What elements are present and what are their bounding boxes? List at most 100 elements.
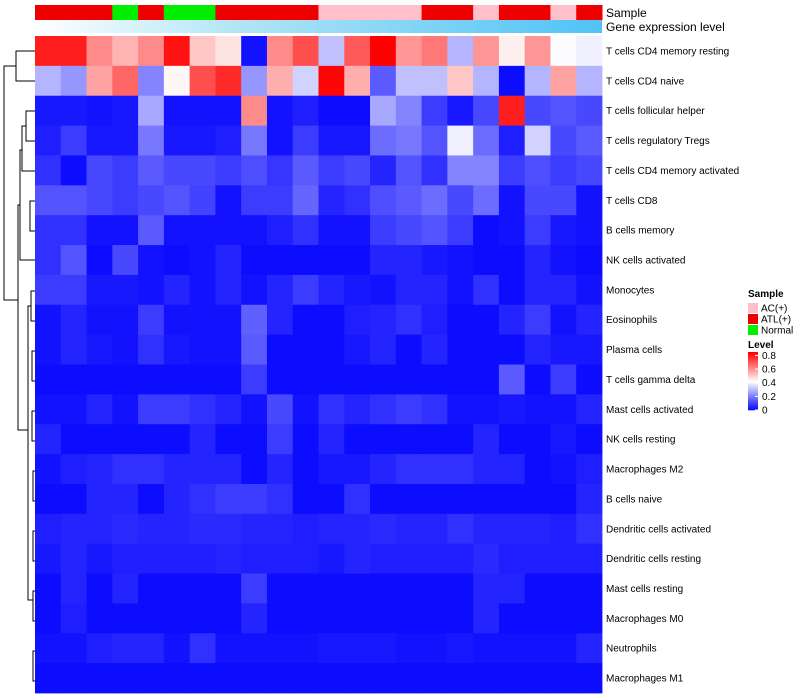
- heatmap-cell: [60, 603, 87, 634]
- heatmap-cell: [395, 125, 422, 156]
- heatmap-cell: [473, 543, 500, 574]
- heatmap-cell: [473, 483, 500, 515]
- sample-annotation-cell: [524, 5, 551, 20]
- sample-annotation-cell: [163, 5, 191, 20]
- heatmap-cell: [86, 125, 113, 156]
- heatmap-cell: [395, 513, 422, 545]
- row-label: Mast cells resting: [606, 584, 683, 595]
- level-colorbar-step: [748, 376, 758, 379]
- sample-legend-title: Sample: [748, 289, 784, 300]
- heatmap-cell: [241, 125, 268, 156]
- row-label: Dendritic cells resting: [606, 554, 701, 565]
- heatmap-cell: [344, 245, 371, 276]
- heatmap-cell: [215, 633, 242, 664]
- heatmap-cell: [163, 573, 191, 604]
- heatmap-cell: [215, 304, 242, 336]
- heatmap-cell: [163, 633, 191, 664]
- dendrogram-branch: [31, 350, 35, 382]
- heatmap-cell: [112, 394, 139, 425]
- heatmap-cell: [576, 274, 603, 306]
- heatmap-cell: [215, 274, 242, 306]
- heatmap-cell: [498, 215, 526, 246]
- heatmap-cell: [576, 663, 603, 694]
- row-label: T cells follicular helper: [606, 106, 705, 117]
- row-label: T cells CD4 memory resting: [606, 46, 729, 57]
- heatmap-cell: [447, 573, 474, 604]
- heatmap-cell: [421, 394, 448, 425]
- heatmap-cell: [60, 364, 87, 395]
- heatmap-cell: [318, 364, 345, 395]
- heatmap-cell: [215, 215, 242, 246]
- heatmap-cell: [215, 513, 242, 545]
- heatmap-cell: [395, 483, 422, 515]
- heatmap-cell: [395, 633, 422, 664]
- heatmap-cell: [292, 483, 319, 515]
- sample-annotation-label: Sample: [606, 6, 647, 20]
- heatmap-cell: [498, 633, 526, 664]
- heatmap-cell: [138, 543, 165, 574]
- heatmap-cell: [524, 543, 551, 574]
- heatmap-cell: [318, 394, 345, 425]
- heatmap-cell: [138, 454, 165, 485]
- level-colorbar-step: [748, 365, 758, 367]
- heatmap-cell: [344, 215, 371, 246]
- heatmap-cell: [344, 185, 371, 216]
- heatmap-cell: [35, 36, 62, 67]
- heatmap-cell: [447, 155, 474, 186]
- heatmap-cell: [60, 633, 87, 664]
- level-colorbar-step: [748, 369, 758, 372]
- heatmap-cell: [241, 513, 268, 545]
- heatmap-cell: [292, 394, 319, 425]
- heatmap-cell: [576, 65, 603, 97]
- heatmap-cell: [241, 394, 268, 425]
- heatmap-cell: [576, 483, 603, 515]
- heatmap-cells: [35, 36, 603, 694]
- level-colorbar-step: [748, 354, 758, 357]
- gene-annotation-label: Gene expression level: [606, 20, 725, 34]
- heatmap-cell: [370, 663, 397, 694]
- heatmap-cell: [576, 304, 603, 336]
- level-colorbar-step: [748, 362, 758, 364]
- heatmap-cell: [344, 95, 371, 126]
- level-colorbar-step: [748, 383, 758, 386]
- heatmap-cell: [447, 185, 474, 216]
- heatmap-cell: [112, 483, 139, 515]
- level-colorbar-step: [748, 378, 758, 380]
- heatmap-cell: [138, 185, 165, 216]
- heatmap-cell: [550, 185, 577, 216]
- heatmap-cell: [576, 95, 603, 126]
- heatmap-cell: [241, 454, 268, 485]
- heatmap-cell: [524, 483, 551, 515]
- heatmap-cell: [524, 274, 551, 306]
- heatmap-cell: [498, 36, 526, 67]
- heatmap-cell: [473, 573, 500, 604]
- heatmap-cell: [60, 245, 87, 276]
- heatmap-cell: [550, 483, 577, 515]
- heatmap-cell: [163, 185, 191, 216]
- heatmap-cell: [241, 155, 268, 186]
- heatmap-cell: [266, 125, 294, 156]
- heatmap-cell: [473, 633, 500, 664]
- heatmap-cell: [189, 304, 216, 336]
- heatmap-cell: [112, 454, 139, 485]
- heatmap-cell: [344, 334, 371, 365]
- heatmap-cell: [370, 573, 397, 604]
- level-colorbar-step: [748, 382, 758, 385]
- heatmap-cell: [86, 274, 113, 306]
- heatmap-cell: [292, 364, 319, 395]
- heatmap-cell: [395, 454, 422, 485]
- heatmap-cell: [112, 95, 139, 126]
- heatmap-cell: [60, 454, 87, 485]
- sample-annotation-cell: [344, 5, 371, 20]
- heatmap-cell: [215, 603, 242, 634]
- heatmap-cell: [266, 543, 294, 574]
- heatmap-cell: [498, 65, 526, 97]
- heatmap-cell: [395, 245, 422, 276]
- heatmap-cell: [550, 454, 577, 485]
- level-colorbar-step: [748, 363, 758, 366]
- heatmap-cell: [421, 185, 448, 216]
- level-colorbar-step: [748, 352, 758, 354]
- dendrogram-branch: [32, 470, 35, 502]
- dendrogram-branch: [31, 410, 35, 442]
- heatmap-cell: [215, 573, 242, 604]
